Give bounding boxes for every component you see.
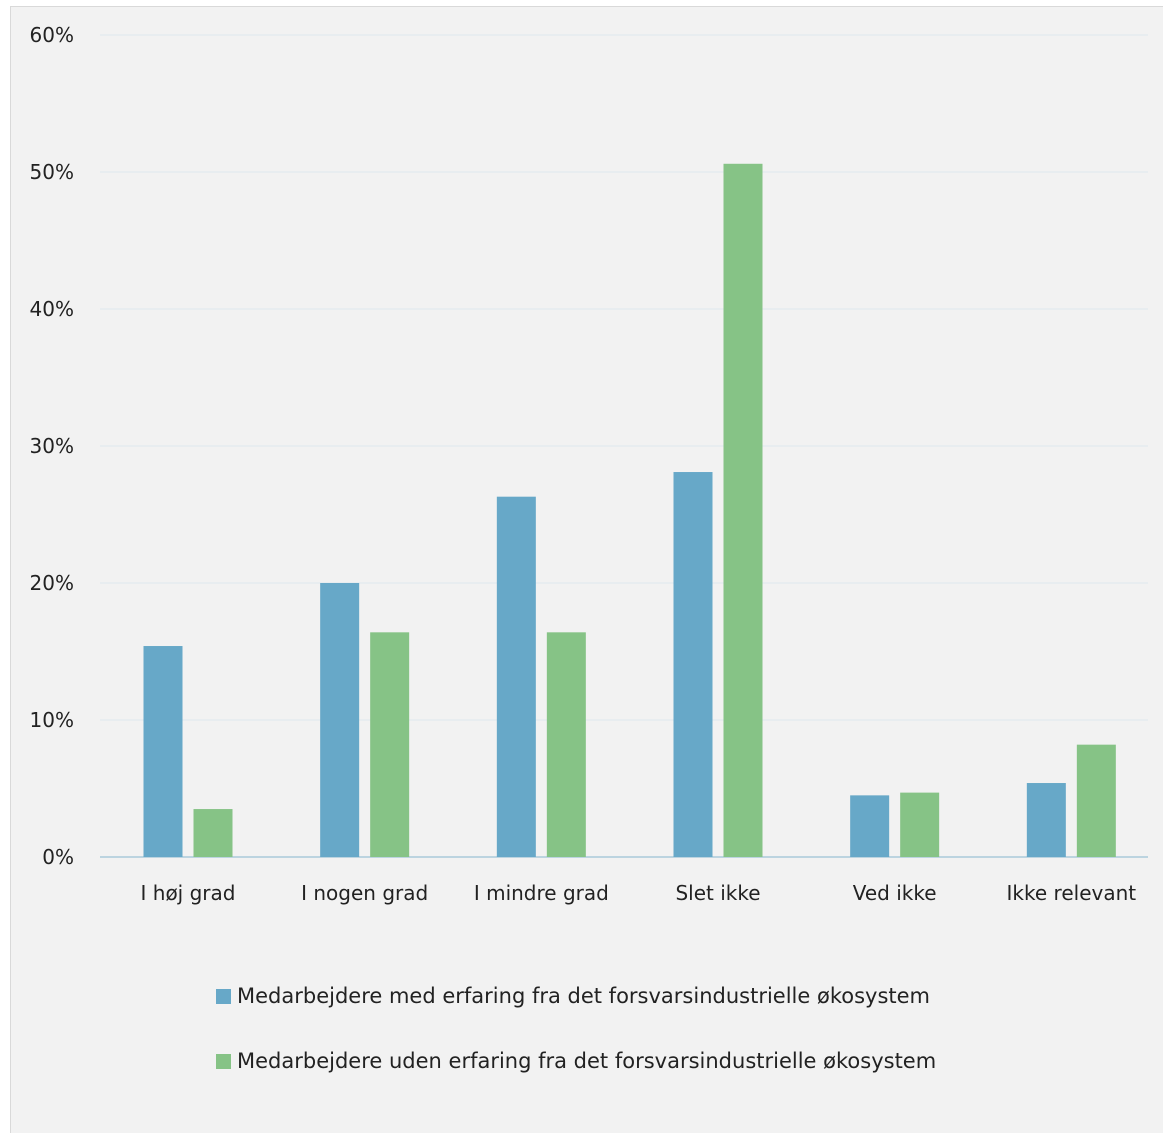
chart-frame: [10, 6, 1163, 1133]
legend-item-series-2: Medarbejdere uden erfaring fra det forsv…: [216, 1049, 936, 1073]
bar-1-4: [673, 472, 713, 857]
legend-label-series-1: Medarbejdere med erfaring fra det forsva…: [237, 984, 931, 1008]
x-tick-label: Ved ikke: [853, 881, 937, 905]
bar-1-3: [496, 496, 536, 857]
y-tick-label: 60%: [30, 23, 74, 47]
y-tick-label: 40%: [30, 297, 74, 321]
legend-label-series-2: Medarbejdere uden erfaring fra det forsv…: [237, 1049, 937, 1073]
x-tick-label: Ikke relevant: [1007, 881, 1137, 905]
bar-2-4: [723, 163, 763, 857]
bar-1-5: [850, 795, 890, 857]
x-tick-label: I høj grad: [141, 881, 236, 905]
bar-2-6: [1076, 744, 1116, 857]
y-tick-label: 20%: [30, 571, 74, 595]
bar-1-1: [143, 646, 183, 857]
bar-2-3: [546, 632, 586, 857]
x-tick-label: I mindre grad: [474, 881, 609, 905]
bar-1-6: [1026, 783, 1066, 857]
x-tick-label: Slet ikke: [675, 881, 760, 905]
bar-2-5: [900, 792, 940, 857]
legend-swatch-series-2: [216, 1053, 231, 1069]
legend-swatch-series-1: [216, 988, 231, 1004]
y-tick-label: 50%: [30, 160, 74, 184]
y-tick-label: 10%: [30, 708, 74, 732]
x-tick-label: I nogen grad: [301, 881, 428, 905]
bar-1-2: [320, 583, 360, 857]
y-tick-label: 30%: [30, 434, 74, 458]
y-tick-label: 0%: [42, 845, 74, 869]
bar-2-2: [370, 632, 410, 857]
bar-2-1: [193, 809, 233, 857]
legend-item-series-1: Medarbejdere med erfaring fra det forsva…: [216, 984, 930, 1008]
